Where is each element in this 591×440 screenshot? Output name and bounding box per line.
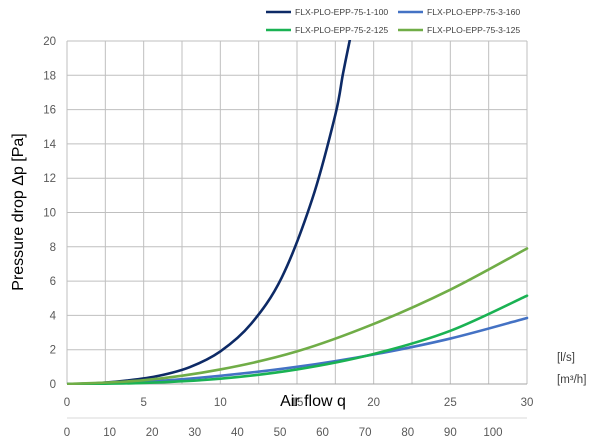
x-axis-unit-ls: [l/s] — [557, 352, 575, 364]
y-tick-label: 12 — [43, 173, 56, 185]
x2-tick-label: 80 — [401, 427, 414, 439]
x-axis-label: Air flow q — [280, 393, 346, 410]
x2-tick-label: 30 — [188, 427, 201, 439]
y-tick-label: 0 — [50, 379, 56, 391]
series-line-3 — [67, 294, 529, 385]
x2-tick-label: 50 — [274, 427, 287, 439]
x2-tick-label: 40 — [231, 427, 244, 439]
x-tick-label: 15 — [291, 397, 304, 409]
tick-labels: 0 2 4 6 8 10 12 14 16 18 20 0 5 10 15 20 25 30 0 10 20 30 40 50… — [43, 36, 533, 439]
x-tick-label: 30 — [521, 397, 534, 409]
x2-tick-label: 100 — [483, 427, 502, 439]
grid — [66, 40, 528, 419]
x2-tick-label: 10 — [103, 427, 116, 439]
y-tick-label: 16 — [43, 105, 56, 117]
y-axis-label: Pressure drop Δp [Pa] — [10, 133, 27, 290]
y-tick-label: 10 — [43, 208, 56, 220]
x2-tick-label: 60 — [316, 427, 329, 439]
legend-label: FLX-PLO-EPP-75-1-100 — [295, 7, 388, 17]
legend-label: FLX-PLO-EPP-75-3-125 — [427, 25, 520, 35]
y-tick-label: 2 — [50, 345, 56, 357]
x2-tick-label: 20 — [146, 427, 159, 439]
x-tick-label: 5 — [140, 397, 146, 409]
legend: FLX-PLO-EPP-75-1-100 FLX-PLO-EPP-75-3-160… — [266, 7, 520, 35]
series-line-1 — [67, 40, 352, 385]
series-line-4 — [67, 247, 529, 385]
series-lines — [67, 40, 529, 385]
x2-tick-label: 90 — [444, 427, 457, 439]
y-tick-label: 4 — [50, 310, 57, 322]
x2-tick-label: 70 — [359, 427, 372, 439]
x-tick-label: 0 — [64, 397, 70, 409]
x-tick-label: 20 — [367, 397, 380, 409]
y-tick-label: 14 — [43, 139, 56, 151]
x-axis-unit-m3h: [m³/h] — [557, 374, 586, 386]
x-tick-label: 25 — [444, 397, 457, 409]
y-tick-label: 8 — [50, 242, 56, 254]
y-tick-label: 6 — [50, 276, 56, 288]
x2-tick-label: 0 — [64, 427, 70, 439]
legend-label: FLX-PLO-EPP-75-2-125 — [295, 25, 388, 35]
y-tick-label: 18 — [43, 70, 56, 82]
y-tick-label: 20 — [43, 36, 56, 48]
legend-label: FLX-PLO-EPP-75-3-160 — [427, 7, 520, 17]
x-tick-label: 10 — [214, 397, 227, 409]
